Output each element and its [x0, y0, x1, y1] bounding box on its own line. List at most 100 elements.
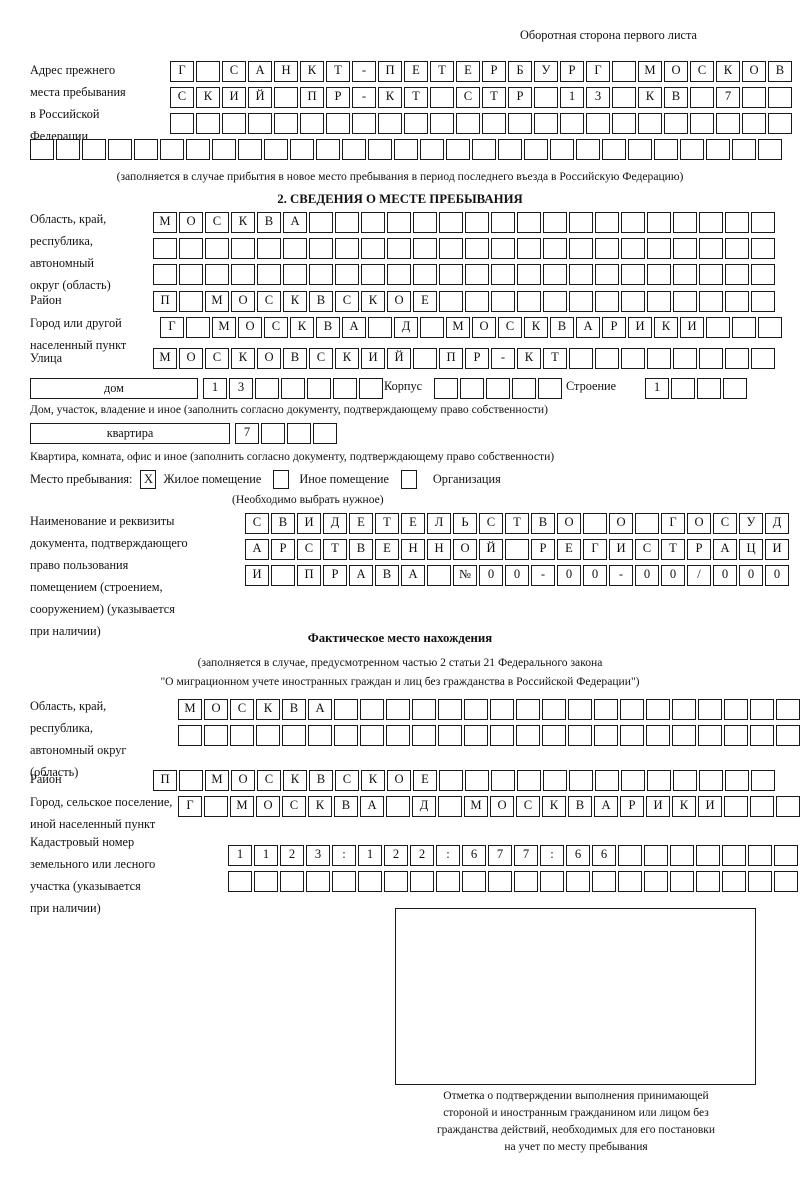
char-cell[interactable]: [430, 87, 454, 108]
char-cell[interactable]: Г: [583, 539, 607, 560]
char-cell[interactable]: [186, 139, 210, 160]
char-cell[interactable]: [255, 378, 279, 399]
char-cell[interactable]: 3: [586, 87, 610, 108]
char-cell[interactable]: [333, 378, 357, 399]
char-cell[interactable]: С: [498, 317, 522, 338]
char-cell[interactable]: Р: [508, 87, 532, 108]
char-cell[interactable]: [498, 139, 522, 160]
char-cell[interactable]: В: [257, 212, 281, 233]
stay-type-checkbox-inoe[interactable]: [273, 470, 290, 490]
char-cell[interactable]: Т: [326, 61, 350, 82]
char-cell[interactable]: [751, 212, 775, 233]
char-cell[interactable]: П: [297, 565, 321, 586]
char-cell[interactable]: [412, 725, 436, 746]
char-cell[interactable]: [313, 423, 337, 444]
char-cell[interactable]: [517, 238, 541, 259]
char-cell[interactable]: А: [308, 699, 332, 720]
char-cell[interactable]: [748, 845, 772, 866]
char-cell[interactable]: 7: [235, 423, 259, 444]
char-cell[interactable]: О: [387, 770, 411, 791]
char-cell[interactable]: [196, 113, 220, 134]
char-cell[interactable]: [638, 113, 662, 134]
document-row-3[interactable]: И П Р А В А № 0 0-0 0-0 0/0 0 0: [245, 565, 791, 586]
char-cell[interactable]: [569, 264, 593, 285]
char-cell[interactable]: Г: [178, 796, 202, 817]
char-cell[interactable]: М: [178, 699, 202, 720]
char-cell[interactable]: [56, 139, 80, 160]
char-cell[interactable]: [465, 238, 489, 259]
char-cell[interactable]: -: [352, 87, 376, 108]
char-cell[interactable]: [725, 770, 749, 791]
char-cell[interactable]: [751, 348, 775, 369]
char-cell[interactable]: [439, 212, 463, 233]
char-cell[interactable]: [434, 378, 458, 399]
char-cell[interactable]: [517, 291, 541, 312]
char-cell[interactable]: О: [687, 513, 711, 534]
char-cell[interactable]: 1: [254, 845, 278, 866]
char-cell[interactable]: К: [283, 291, 307, 312]
char-cell[interactable]: О: [453, 539, 477, 560]
char-cell[interactable]: [464, 699, 488, 720]
char-cell[interactable]: Г: [661, 513, 685, 534]
char-cell[interactable]: [306, 871, 330, 892]
prev-address-row-3[interactable]: [170, 113, 794, 134]
char-cell[interactable]: [602, 139, 626, 160]
char-cell[interactable]: [560, 113, 584, 134]
char-cell[interactable]: [307, 378, 331, 399]
char-cell[interactable]: К: [283, 770, 307, 791]
char-cell[interactable]: [621, 264, 645, 285]
char-cell[interactable]: [542, 725, 566, 746]
char-cell[interactable]: С: [222, 61, 246, 82]
char-cell[interactable]: [387, 212, 411, 233]
char-cell[interactable]: [569, 212, 593, 233]
char-cell[interactable]: [404, 113, 428, 134]
char-cell[interactable]: Б: [508, 61, 532, 82]
char-cell[interactable]: -: [609, 565, 633, 586]
char-cell[interactable]: [230, 725, 254, 746]
char-cell[interactable]: В: [550, 317, 574, 338]
char-cell[interactable]: [386, 699, 410, 720]
char-cell[interactable]: [724, 725, 748, 746]
char-cell[interactable]: [394, 139, 418, 160]
char-cell[interactable]: [464, 725, 488, 746]
char-cell[interactable]: К: [231, 348, 255, 369]
char-cell[interactable]: К: [716, 61, 740, 82]
char-cell[interactable]: [698, 725, 722, 746]
char-cell[interactable]: А: [360, 796, 384, 817]
char-cell[interactable]: Р: [326, 87, 350, 108]
char-cell[interactable]: [724, 699, 748, 720]
char-cell[interactable]: 2: [384, 845, 408, 866]
char-cell[interactable]: [491, 238, 515, 259]
char-cell[interactable]: [595, 770, 619, 791]
char-cell[interactable]: [725, 212, 749, 233]
char-cell[interactable]: Е: [375, 539, 399, 560]
char-cell[interactable]: [316, 139, 340, 160]
char-cell[interactable]: С: [205, 212, 229, 233]
char-cell[interactable]: [696, 871, 720, 892]
char-cell[interactable]: В: [309, 291, 333, 312]
char-cell[interactable]: А: [283, 212, 307, 233]
char-cell[interactable]: С: [635, 539, 659, 560]
char-cell[interactable]: :: [540, 845, 564, 866]
char-cell[interactable]: [309, 238, 333, 259]
korpus-row[interactable]: [434, 378, 564, 399]
char-cell[interactable]: Г: [170, 61, 194, 82]
char-cell[interactable]: [538, 378, 562, 399]
char-cell[interactable]: К: [638, 87, 662, 108]
char-cell[interactable]: [439, 770, 463, 791]
char-cell[interactable]: [690, 113, 714, 134]
char-cell[interactable]: [179, 264, 203, 285]
char-cell[interactable]: [228, 871, 252, 892]
char-cell[interactable]: К: [256, 699, 280, 720]
char-cell[interactable]: [758, 139, 782, 160]
char-cell[interactable]: И: [765, 539, 789, 560]
char-cell[interactable]: [722, 871, 746, 892]
char-cell[interactable]: В: [375, 565, 399, 586]
char-cell[interactable]: [238, 139, 262, 160]
char-cell[interactable]: [359, 378, 383, 399]
char-cell[interactable]: [482, 113, 506, 134]
char-cell[interactable]: Й: [387, 348, 411, 369]
char-cell[interactable]: [386, 725, 410, 746]
char-cell[interactable]: К: [335, 348, 359, 369]
